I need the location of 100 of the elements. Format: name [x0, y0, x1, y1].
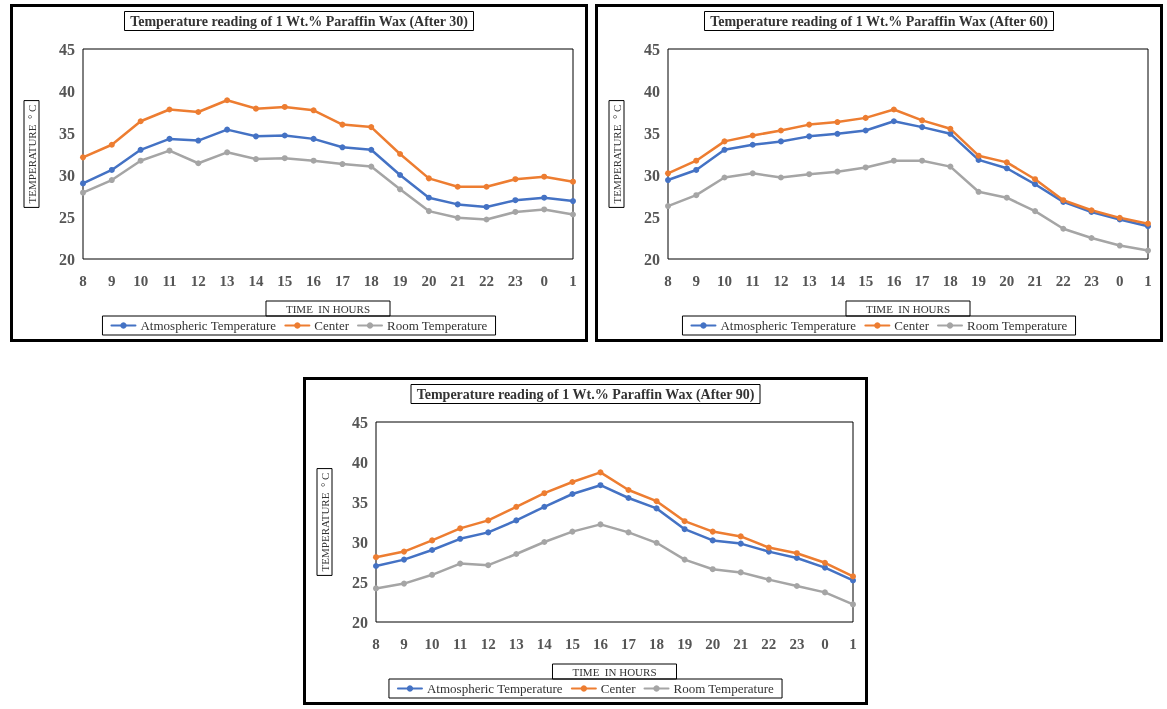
- x-tick-label: 20: [705, 635, 721, 652]
- x-tick-label: 18: [363, 272, 379, 289]
- point: [513, 503, 520, 510]
- point: [890, 106, 897, 113]
- y-axis-title: TEMPERATURE ° C: [318, 472, 331, 572]
- point: [693, 157, 700, 164]
- point: [1060, 225, 1067, 232]
- point: [195, 109, 202, 115]
- point: [108, 177, 115, 184]
- point: [597, 482, 604, 489]
- x-tick-label: 14: [829, 272, 846, 289]
- point: [806, 121, 813, 128]
- point: [339, 144, 346, 151]
- point: [368, 163, 375, 170]
- point: [709, 528, 716, 535]
- point: [429, 571, 436, 578]
- point: [821, 589, 828, 596]
- point: [834, 168, 841, 175]
- point: [166, 106, 173, 113]
- point: [737, 569, 744, 576]
- point: [919, 157, 926, 164]
- point: [368, 124, 375, 131]
- point: [339, 121, 346, 128]
- point: [947, 125, 954, 132]
- point: [137, 146, 144, 153]
- x-tick-label: 23: [789, 635, 805, 652]
- point: [483, 203, 490, 210]
- y-tick-label: 25: [644, 208, 660, 226]
- point: [597, 469, 604, 476]
- point: [765, 544, 772, 551]
- y-tick-label: 45: [59, 40, 75, 58]
- point: [862, 164, 869, 171]
- point: [457, 560, 464, 567]
- y-tick-label: 30: [352, 533, 368, 551]
- point: [570, 198, 576, 205]
- x-tick-label: 8: [664, 272, 672, 289]
- point: [793, 555, 800, 561]
- legend-label: Room Temperature: [387, 318, 488, 333]
- x-tick-label: 16: [306, 272, 322, 289]
- x-tick-label: 16: [886, 272, 902, 289]
- x-tick-label: 18: [942, 272, 958, 289]
- y-tick-label: 20: [352, 613, 368, 631]
- point: [821, 559, 828, 566]
- point: [429, 547, 436, 553]
- x-tick-label: 12: [480, 635, 496, 652]
- point: [425, 175, 432, 182]
- point: [541, 539, 548, 545]
- point: [862, 127, 869, 134]
- point: [653, 539, 660, 546]
- x-tick-label: 10: [424, 635, 440, 652]
- point: [252, 105, 259, 112]
- point: [721, 174, 728, 181]
- point: [806, 133, 813, 140]
- x-tick-label: 8: [372, 635, 380, 652]
- point: [485, 562, 492, 569]
- point: [1032, 176, 1039, 183]
- point: [777, 138, 784, 145]
- point: [777, 127, 784, 134]
- point: [401, 580, 408, 587]
- point: [108, 141, 115, 148]
- point: [80, 180, 86, 187]
- point: [569, 491, 576, 497]
- point: [373, 554, 379, 561]
- point: [166, 147, 173, 154]
- point: [665, 203, 671, 210]
- point: [80, 189, 86, 196]
- y-tick-label: 30: [644, 166, 660, 184]
- point: [541, 173, 548, 180]
- legend-label: Center: [894, 318, 930, 333]
- point: [454, 183, 461, 190]
- point: [749, 141, 756, 148]
- point: [1003, 159, 1010, 166]
- y-tick-label: 40: [352, 453, 368, 471]
- x-tick-label: 11: [162, 272, 177, 289]
- point: [513, 517, 520, 524]
- point: [310, 107, 317, 114]
- x-tick-label: 17: [621, 635, 637, 652]
- x-tick-label: 9: [692, 272, 700, 289]
- point: [625, 487, 632, 493]
- x-tick-label: 1: [849, 635, 857, 652]
- point: [252, 133, 259, 140]
- y-tick-label: 35: [644, 124, 660, 142]
- point: [401, 548, 408, 555]
- point: [1088, 235, 1095, 241]
- point: [195, 160, 202, 167]
- point: [485, 517, 492, 524]
- point: [821, 564, 828, 571]
- x-tick-label: 16: [592, 635, 609, 652]
- x-tick-label: 10: [716, 272, 732, 289]
- y-axis-title: TEMPERATURE ° C: [25, 104, 38, 204]
- point: [597, 521, 604, 528]
- point: [693, 166, 700, 173]
- x-tick-label: 19: [971, 272, 987, 289]
- point: [653, 498, 660, 505]
- x-tick-label: 22: [761, 635, 777, 652]
- point: [401, 556, 408, 563]
- point: [252, 156, 259, 163]
- point: [454, 214, 461, 221]
- point: [890, 118, 897, 125]
- point: [1145, 247, 1151, 254]
